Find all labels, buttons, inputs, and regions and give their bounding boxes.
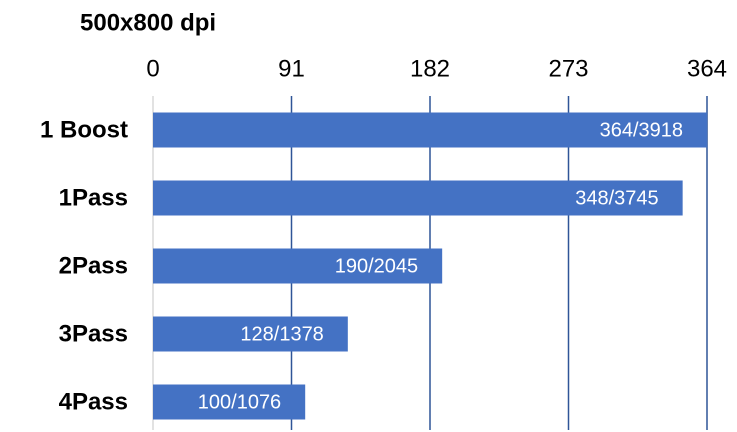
data-label: 190/2045 bbox=[335, 255, 418, 277]
x-tick-label: 273 bbox=[548, 55, 588, 82]
x-tick-label: 91 bbox=[278, 55, 305, 82]
y-tick-label: 4Pass bbox=[59, 388, 128, 415]
data-label: 348/3745 bbox=[575, 187, 658, 209]
bar bbox=[153, 316, 348, 352]
bar bbox=[153, 180, 683, 216]
y-tick-label: 1 Boost bbox=[40, 116, 128, 143]
y-tick-label: 2Pass bbox=[59, 252, 128, 279]
y-tick-label: 1Pass bbox=[59, 184, 128, 211]
y-tick-label: 3Pass bbox=[59, 320, 128, 347]
bar bbox=[153, 112, 707, 148]
data-label: 364/3918 bbox=[600, 119, 683, 141]
x-tick-label: 182 bbox=[410, 55, 450, 82]
x-tick-label: 364 bbox=[687, 55, 727, 82]
chart-title: 500x800 dpi bbox=[80, 9, 216, 36]
bar bbox=[153, 384, 306, 420]
data-label: 128/1378 bbox=[240, 323, 323, 345]
x-tick-label: 0 bbox=[146, 55, 159, 82]
bar bbox=[153, 248, 443, 284]
data-label: 100/1076 bbox=[198, 391, 281, 413]
